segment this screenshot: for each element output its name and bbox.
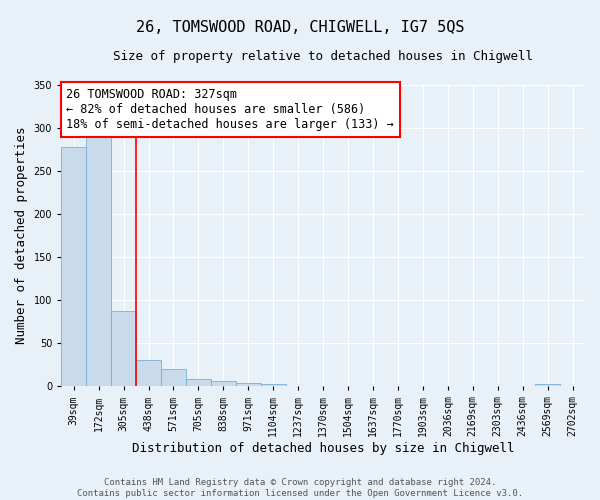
Bar [211,381,236,386]
Bar [186,378,211,386]
Bar [136,360,161,386]
Bar [61,147,86,386]
Title: Size of property relative to detached houses in Chigwell: Size of property relative to detached ho… [113,50,533,63]
Bar [535,384,560,386]
Bar [161,369,186,386]
X-axis label: Distribution of detached houses by size in Chigwell: Distribution of detached houses by size … [132,442,514,455]
Bar [111,310,136,386]
Bar [236,383,261,386]
Bar [261,384,286,386]
Text: 26, TOMSWOOD ROAD, CHIGWELL, IG7 5QS: 26, TOMSWOOD ROAD, CHIGWELL, IG7 5QS [136,20,464,35]
Text: Contains HM Land Registry data © Crown copyright and database right 2024.
Contai: Contains HM Land Registry data © Crown c… [77,478,523,498]
Text: 26 TOMSWOOD ROAD: 327sqm
← 82% of detached houses are smaller (586)
18% of semi-: 26 TOMSWOOD ROAD: 327sqm ← 82% of detach… [67,88,394,131]
Bar [86,136,111,386]
Y-axis label: Number of detached properties: Number of detached properties [15,127,28,344]
